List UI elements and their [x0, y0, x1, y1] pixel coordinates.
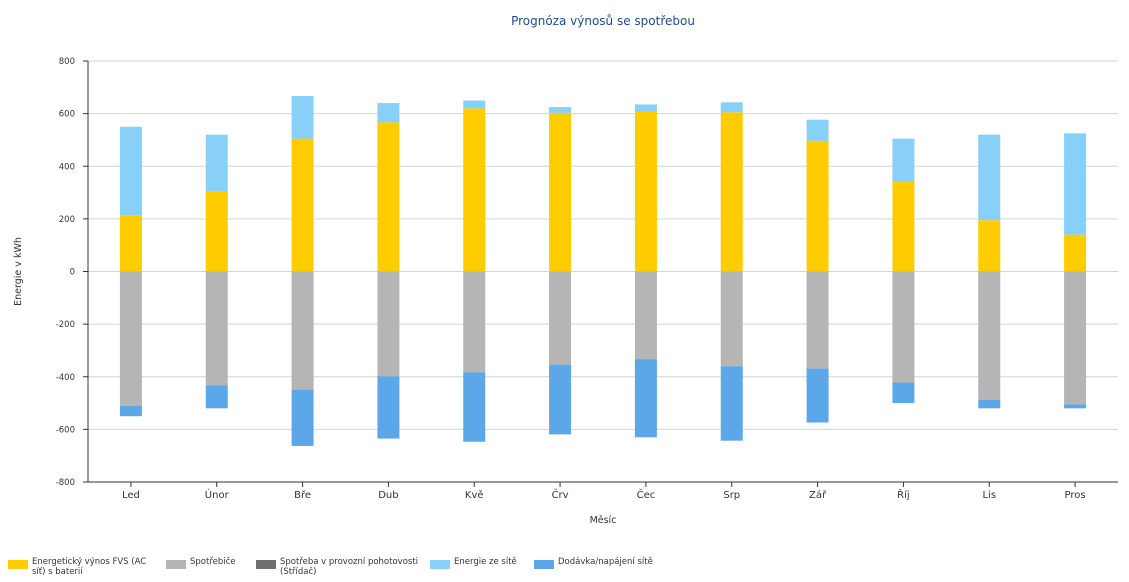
y-tick-label: -600: [56, 425, 75, 435]
bar-dodavka: [978, 399, 1001, 409]
bar-spotrebice: [549, 271, 572, 365]
bar-fvs: [291, 138, 314, 272]
legend-swatch-energie-ze-site: [430, 560, 450, 569]
bar-dodavka: [549, 364, 572, 435]
bar-dodavka: [892, 382, 915, 404]
legend-label-fvs: Energetický výnos FVS (AC síť) s baterií: [32, 557, 147, 577]
x-tick-label: Lis: [982, 490, 996, 501]
bar-spotrebice: [634, 271, 657, 360]
bar-fvs: [978, 220, 1001, 272]
x-tick-label: Bře: [294, 489, 311, 501]
bar-dodavka: [291, 389, 314, 446]
bar-energie-ze-site: [720, 102, 743, 113]
legend-swatch-dodavka: [534, 560, 554, 569]
bar-fvs: [549, 112, 572, 272]
y-tick-label: -200: [56, 320, 75, 330]
x-tick-label: Kvě: [465, 489, 484, 501]
bar-fvs: [463, 108, 486, 272]
bar-energie-ze-site: [1064, 133, 1087, 235]
legend-label-dodavka: Dodávka/napájení sítě: [558, 557, 653, 567]
bar-spotrebice: [377, 271, 400, 377]
x-tick-label: Dub: [378, 490, 398, 501]
bar-spotrebice: [720, 271, 743, 367]
y-tick-label: 200: [59, 215, 75, 225]
bar-fvs: [634, 110, 657, 272]
bar-fvs: [892, 181, 915, 272]
y-axis-title: Energie v kWh: [13, 237, 24, 306]
bar-fvs: [720, 112, 743, 272]
chart-legend: Energetický výnos FVS (AC síť) s baterií…: [8, 557, 1118, 581]
bar-spotrebice: [119, 271, 142, 406]
chart-title: Prognóza výnosů se spotřebou: [511, 14, 695, 28]
x-tick-label: Led: [122, 490, 140, 501]
x-tick-label: Čec: [637, 488, 656, 501]
bar-fvs: [205, 191, 228, 272]
x-tick-label: Črv: [552, 488, 569, 501]
y-tick-label: -400: [56, 373, 75, 383]
legend-swatch-spotrebice: [166, 560, 186, 569]
bar-energie-ze-site: [634, 104, 657, 111]
bar-spotrebice: [463, 271, 486, 373]
bar-spotrebice: [205, 271, 228, 386]
bar-dodavka: [720, 366, 743, 441]
bar-energie-ze-site: [892, 138, 915, 182]
y-tick-label: -800: [56, 478, 75, 488]
x-tick-label: Srp: [723, 490, 740, 501]
y-tick-label: 800: [59, 57, 75, 67]
x-axis-title: Měsíc: [590, 515, 617, 526]
bar-fvs: [377, 122, 400, 272]
bar-energie-ze-site: [978, 134, 1001, 221]
bar-fvs: [119, 215, 142, 272]
bar-spotrebice: [1064, 271, 1087, 405]
x-tick-label: Únor: [205, 488, 230, 501]
y-tick-label: 600: [59, 110, 75, 120]
bar-dodavka: [205, 385, 228, 409]
bar-spotrebice: [892, 271, 915, 383]
legend-swatch-pohotovost: [256, 560, 276, 569]
bar-dodavka: [806, 368, 829, 423]
bar-dodavka: [1064, 404, 1087, 409]
bar-dodavka: [463, 372, 486, 442]
x-tick-label: Zář: [809, 489, 827, 501]
bar-energie-ze-site: [806, 119, 829, 141]
y-tick-label: 400: [59, 162, 75, 172]
legend-swatch-fvs: [8, 560, 28, 569]
legend-label-energie-ze-site: Energie ze sítě: [454, 557, 517, 567]
x-tick-label: Pros: [1065, 490, 1086, 501]
bar-energie-ze-site: [549, 107, 572, 113]
x-tick-label: Říj: [897, 488, 910, 501]
bar-spotrebice: [806, 271, 829, 369]
bar-energie-ze-site: [291, 95, 314, 139]
bar-energie-ze-site: [377, 103, 400, 123]
bar-energie-ze-site: [205, 134, 228, 192]
bar-fvs: [806, 140, 829, 272]
bar-spotrebice: [978, 271, 1001, 400]
bar-dodavka: [119, 405, 142, 417]
bar-fvs: [1064, 234, 1087, 272]
bar-energie-ze-site: [119, 126, 142, 216]
bar-dodavka: [377, 376, 400, 439]
legend-label-pohotovost: Spotřeba v provozní pohotovosti (Střídač…: [280, 557, 419, 577]
y-tick-label: 0: [70, 268, 75, 278]
chart-svg: Prognóza výnosů se spotřebou 800 600 400 200…: [13, 14, 1118, 526]
bar-spotrebice: [291, 271, 314, 390]
bar-dodavka: [634, 359, 657, 438]
bar-energie-ze-site: [463, 100, 486, 109]
legend-label-spotrebice: Spotřebiče: [190, 557, 236, 567]
